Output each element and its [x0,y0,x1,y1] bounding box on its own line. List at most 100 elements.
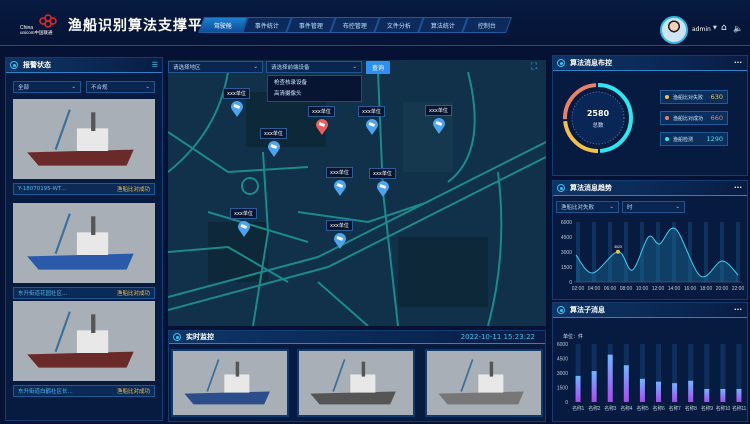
panel-icon [557,59,565,67]
x-band [640,222,644,282]
alarm-name: 东升街道白鹤社区长... [18,389,73,395]
alarm-item-caption[interactable]: 东升街道白鹤社区长... 渔船比对成功 [13,385,155,397]
query-button[interactable]: 查询 [366,61,390,74]
x-tick-label: 10:00 [636,286,649,292]
avatar[interactable] [660,16,688,44]
nav-tab[interactable]: 驾驶舱 [198,17,248,33]
alarm-item-caption[interactable]: 东升街道花园社区... 渔船比对成功 [13,287,155,299]
region-select[interactable]: 请选择地区 ⌄ [168,61,263,73]
y-tick-label: 1500 [557,386,568,392]
nav-tab[interactable]: 事件统计 [242,17,292,33]
category-select[interactable]: 全部 ⌄ [13,81,81,93]
map[interactable]: xxx单位 xxx单位 xxx单位 xxx单位 xxx单位 xxx单位 xxx单位 xxx单位… [168,60,546,326]
x-tick-label: 名称8 [685,405,697,412]
live-feed[interactable] [425,349,543,417]
bar-background [639,344,645,402]
panel-icon [10,61,18,69]
nav-tab[interactable]: 算法统计 [418,17,468,33]
marker-label: xxx单位 [358,106,385,117]
chevron-down-icon[interactable]: ▼ [713,25,717,31]
camera-marker-icon[interactable] [377,181,389,197]
donut-inner [571,91,625,145]
chevron-down-icon: ⌄ [253,64,258,70]
camera-marker-icon[interactable] [366,119,378,135]
ship-image [427,351,541,415]
alarm-image[interactable] [13,203,155,283]
x-band [592,222,596,282]
fullscreen-icon[interactable]: ⛶ [531,62,538,72]
trend-chart: 6000 4500 3000 1500 002:00 04:00 06:00 08:00 10:… [561,220,745,292]
bar-background [656,344,661,402]
more-icon[interactable]: ··· [734,59,742,67]
camera-marker-icon[interactable] [334,180,346,196]
panel-header: 算法消息布控 ··· [553,56,747,71]
device-select[interactable]: 请选择前端设备 ⌄ [266,61,362,73]
unit-label: 单位：件 [563,334,584,340]
select-placeholder: 请选择地区 [173,65,201,71]
nav-tab[interactable]: 控制台 [462,17,512,33]
trend-interval-select[interactable]: 时 ⌄ [622,201,685,213]
home-icon[interactable]: ⌂ [721,23,727,33]
panel-title: 实时监控 [186,333,214,341]
alarm-image[interactable] [13,301,155,381]
more-icon[interactable]: ··· [734,306,742,314]
bar [591,371,597,402]
x-band [656,222,660,282]
alarm-image[interactable] [13,99,155,179]
x-tick-label: 12:00 [652,286,665,292]
camera-marker-icon[interactable] [238,221,250,237]
y-tick-label: 6000 [557,342,568,348]
camera-marker-icon[interactable] [433,118,445,134]
compliance-select[interactable]: 不合规 ⌄ [86,81,155,93]
marker-label: xxx单位 [230,208,257,219]
stat-label: 渔船比对失败 [673,94,704,101]
nav-tab[interactable]: 事件管理 [286,17,336,33]
ship-image [13,301,155,381]
trend-type-select[interactable]: 渔船比对失败 ⌄ [556,201,619,213]
marker-label: xxx单位 [326,167,353,178]
legend-dot [665,116,669,120]
bar [736,388,742,402]
x-tick-label: 名称11 [732,405,747,412]
live-feed[interactable] [171,349,289,417]
x-tick-label: 08:00 [620,286,633,292]
dropdown-option[interactable]: 枪查核录设备 [274,80,308,86]
alarm-item-caption[interactable]: Y-18070195-WT... 渔船比对成功 [13,183,155,195]
menu-icon[interactable]: ☰ [151,61,158,69]
y-tick-label: 0 [565,400,568,406]
x-band [624,222,628,282]
live-panel: 实时监控 2022-10-11 15:23:22 [168,330,546,422]
camera-marker-icon[interactable] [334,233,346,249]
x-band [688,222,692,282]
bar [704,388,710,402]
trend-panel: 算法消息趋势 ··· 渔船比对失败 ⌄ 时 ⌄ [552,180,748,300]
bar [720,388,726,402]
x-tick-label: 16:00 [684,286,697,292]
bar-background [720,344,726,402]
x-band [672,222,676,282]
bar [688,380,694,402]
x-tick-label: 06:00 [604,286,617,292]
user-name[interactable]: admin [692,26,711,33]
x-tick-label: 20:00 [716,286,729,292]
camera-marker-icon[interactable] [231,101,243,117]
camera-marker-icon[interactable] [268,141,280,157]
x-tick-label: 02:00 [572,286,585,292]
panel-title: 算法子消息 [570,306,605,314]
stat-label: 渔船比对成功 [673,115,704,122]
nav-tab[interactable]: 布控管理 [330,17,380,33]
donut-chart [563,83,633,153]
speaker-icon[interactable]: 🔈 [733,24,743,33]
camera-marker-icon[interactable] [316,119,328,135]
more-icon[interactable]: ··· [734,184,742,192]
stat-value: 660 [710,114,723,122]
ship-image [299,351,413,415]
select-value: 渔船比对失败 [561,205,595,211]
dropdown-option[interactable]: 高清摄像头 [274,91,302,97]
x-band [704,222,708,282]
stat-item: 渔船检测 1290 [660,132,728,146]
live-feed[interactable] [297,349,415,417]
live-timestamp: 2022-10-11 15:23:22 [460,333,535,341]
nav-tab[interactable]: 文件分析 [374,17,424,33]
